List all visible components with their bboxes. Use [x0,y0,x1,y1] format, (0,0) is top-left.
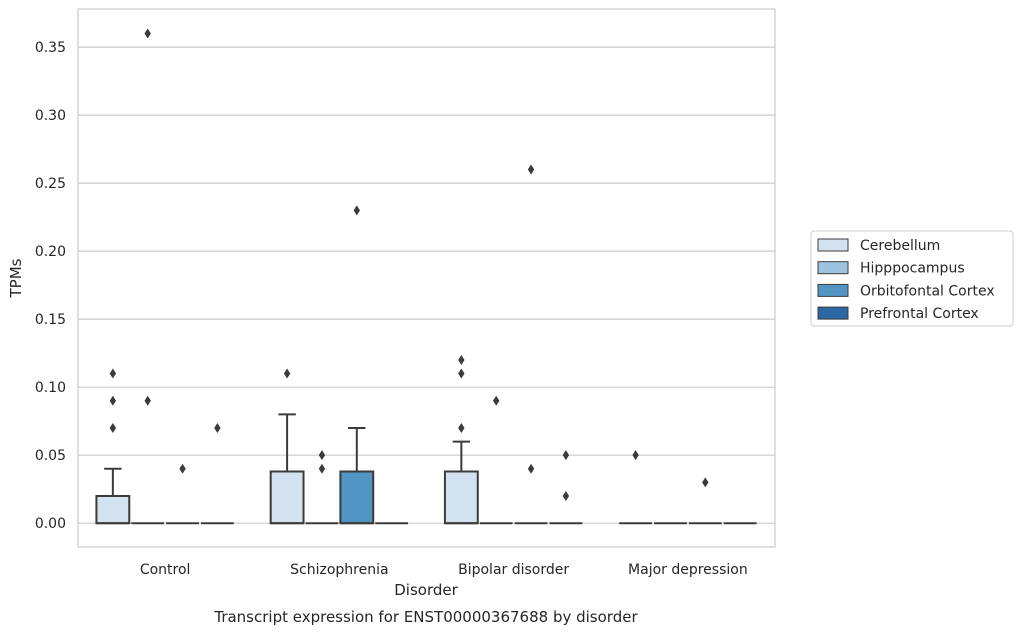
grid-lines [78,46,775,524]
outlier-point [318,463,326,474]
box-group [269,368,305,525]
outlier-point [109,422,117,433]
box-body [95,494,131,525]
outlier-point [458,422,465,433]
box-body [269,470,305,525]
y-tick-label: 0.10 [35,380,66,396]
outlier-point [458,368,465,379]
x-tick-label: Schizophrenia [290,562,388,578]
legend-swatch [817,306,849,320]
legend-swatch [817,283,849,297]
legend-frame [810,230,1014,327]
box-group [339,205,375,525]
box-group [443,354,479,525]
outlier-point [527,463,535,474]
outlier-point [562,490,570,501]
legend-label: Prefrontal Cortex [860,306,979,322]
y-tick-label: 0.05 [35,448,66,464]
x-tick-label: Major depression [628,562,748,578]
y-tick-labels: 0.00 0.05 0.10 0.15 0.20 0.25 0.30 0.35 [35,40,66,532]
y-tick-label: 0.00 [35,516,66,532]
outlier-point [179,463,186,474]
box-group [479,395,513,525]
y-tick-label: 0.25 [35,176,66,192]
outlier-point [109,368,117,379]
outlier-point [702,477,709,488]
box-body [443,470,479,525]
box-group [514,164,548,525]
x-axis-title: Disorder [394,581,458,599]
legend-label: Hipppocampus [860,261,965,277]
outlier-point [144,28,151,39]
box-group [95,368,131,525]
y-tick-label: 0.35 [35,40,66,56]
y-tick-label: 0.20 [35,244,66,260]
box-body [339,470,375,525]
outlier-point [353,205,360,216]
box-group [305,450,339,525]
outlier-point [214,422,221,433]
plot-frame [77,8,776,548]
legend-swatch [817,238,849,252]
outlier-point [493,395,500,406]
x-tick-labels: Control Schizophrenia Bipolar disorder Majo… [140,562,748,578]
outlier-point [283,368,291,379]
box-series [95,28,757,525]
y-tick-label: 0.30 [35,108,66,124]
outlier-point [527,164,535,175]
box-group [549,450,583,525]
outlier-point [632,450,639,461]
box-group [619,450,653,525]
x-tick-label: Control [140,562,191,578]
outlier-point [562,450,570,461]
box-group [166,463,199,525]
x-tick-label: Bipolar disorder [458,562,569,578]
legend-label: Cerebellum [860,238,940,254]
outlier-point [458,354,465,365]
box-group [688,477,722,525]
box-group [200,422,234,525]
chart-caption: Transcript expression for ENST0000036768… [213,608,638,626]
box-group [131,28,165,525]
outlier-point [109,395,117,406]
legend-label: Orbitofontal Cortex [860,283,995,299]
legend-swatch [817,261,849,275]
outlier-point [144,395,151,406]
y-axis-title: TPMs [7,258,25,298]
outlier-point [318,450,326,461]
y-tick-label: 0.15 [35,312,66,328]
legend: Cerebellum Hipppocampus Orbitofontal Corte… [810,230,1014,327]
